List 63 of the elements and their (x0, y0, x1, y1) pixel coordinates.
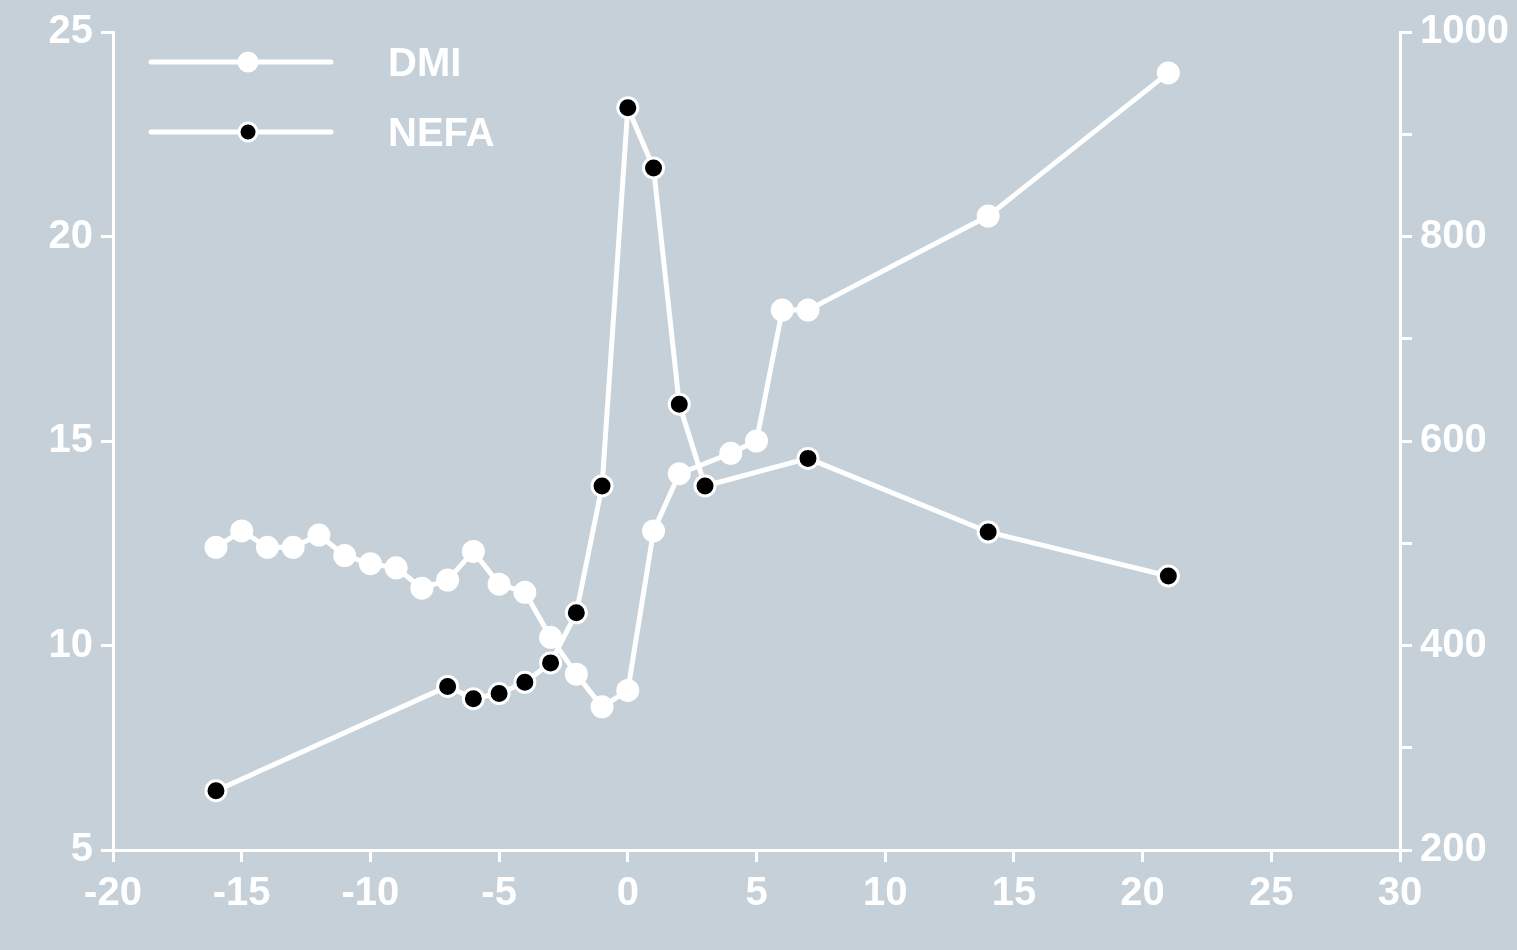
y2-tick-label: 1000 (1420, 7, 1509, 52)
point (642, 519, 666, 543)
legend-label: DMI (388, 39, 462, 86)
point (255, 535, 279, 559)
x-tick-label: -5 (481, 869, 517, 914)
point (564, 601, 588, 625)
point (513, 580, 537, 604)
point (1156, 564, 1180, 588)
y-tick-label: 15 (48, 416, 93, 461)
point (230, 519, 254, 543)
point (436, 674, 460, 698)
point (667, 392, 691, 416)
point (539, 651, 563, 675)
point (461, 539, 485, 563)
point (796, 298, 820, 322)
point (358, 552, 382, 576)
y-tick-label: 10 (48, 620, 93, 665)
point (616, 678, 640, 702)
point (436, 568, 460, 592)
point (745, 429, 768, 453)
point (1156, 61, 1180, 85)
x-tick-label: 5 (745, 869, 768, 914)
x-tick-label: 0 (616, 869, 639, 914)
point (976, 520, 1000, 544)
point (513, 670, 537, 694)
point (487, 682, 511, 706)
point (204, 779, 228, 803)
y2-tick-label: 400 (1420, 620, 1487, 665)
point (590, 474, 614, 498)
x-tick-label: -20 (84, 869, 142, 914)
x-tick-label: -15 (212, 869, 271, 914)
y-tick-label: 25 (48, 7, 93, 52)
point (770, 298, 794, 322)
x-tick-label: 25 (1249, 869, 1294, 914)
point (564, 662, 588, 686)
point (796, 446, 820, 470)
point (281, 535, 305, 559)
point (976, 204, 1000, 228)
point (461, 687, 485, 711)
point (384, 556, 408, 580)
x-tick-label: 20 (1120, 869, 1165, 914)
y2-tick-label: 800 (1420, 211, 1487, 256)
legend-label: NEFA (388, 109, 495, 156)
point (693, 474, 717, 498)
y-tick-label: 20 (48, 211, 93, 256)
point (642, 156, 666, 180)
point (410, 576, 434, 600)
point (590, 695, 614, 719)
point (487, 572, 511, 596)
point (667, 462, 691, 486)
point (333, 544, 357, 568)
y2-tick-label: 600 (1420, 416, 1487, 461)
x-tick-label: 15 (991, 869, 1037, 914)
x-tick-label: 10 (862, 869, 908, 914)
x-tick-label: -10 (341, 869, 400, 914)
y2-tick-label: 200 (1420, 825, 1487, 870)
point (307, 523, 331, 547)
y-tick-label: 5 (70, 825, 93, 870)
point (719, 441, 743, 465)
x-tick-label: 30 (1377, 869, 1423, 914)
point (539, 625, 563, 649)
point (204, 535, 228, 559)
point (616, 96, 640, 120)
